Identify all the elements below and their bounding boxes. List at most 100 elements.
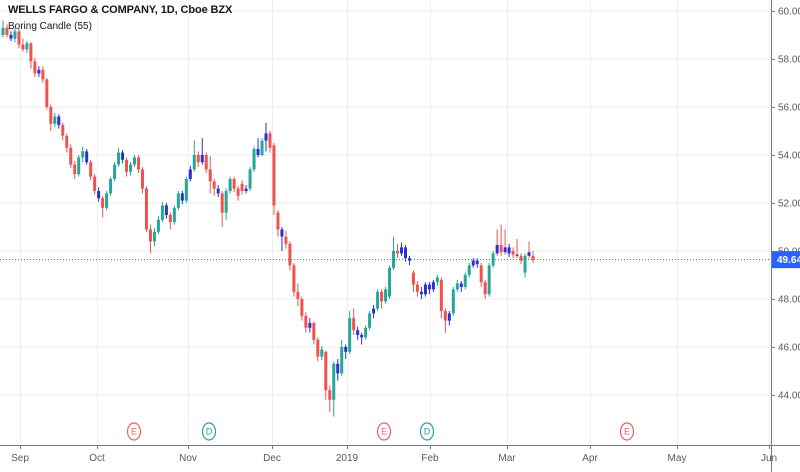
candle-body [121,152,125,160]
symbol-legend: WELLS FARGO & COMPANY, 1D, Cboe BZX Bori… [8,3,232,34]
candle-body [232,179,236,189]
candle-body [372,308,376,314]
candle-body [45,79,49,107]
price-axis-label: 56.00 [778,103,800,114]
price-axis[interactable] [771,0,800,472]
candle-body [73,164,77,175]
candle-body [523,255,527,273]
time-axis-label: Jun [761,453,777,464]
candle-body [479,265,483,283]
candle-body [439,279,443,311]
candle-body [276,212,280,230]
candle-body [455,283,459,290]
candle-body [320,349,324,357]
candle-body [172,207,176,223]
event-marker-letter: D [424,427,431,437]
candle-body [85,151,89,163]
earnings-marker-icon[interactable] [126,422,142,441]
candle-body [403,247,407,259]
candle-body [364,327,368,338]
candle-body [252,149,256,170]
candle-body [527,252,531,256]
candle-body [136,157,140,170]
candle-body [129,164,133,172]
candle-body [93,176,97,191]
candle-body [352,318,356,331]
candle-body [435,277,439,283]
candle-body [336,363,340,374]
candle-body [13,31,17,39]
candle-body [220,193,224,213]
candle-body [431,282,435,290]
price-axis-label: 44.00 [778,391,800,402]
candle-body [300,299,304,316]
candle-body [61,125,65,136]
candle-body [268,133,272,148]
candle-body [272,145,276,206]
candle-body [224,191,228,213]
candle-body [332,363,336,400]
earnings-marker-icon[interactable] [376,422,392,441]
candle-body [451,289,455,314]
time-axis[interactable] [0,445,771,472]
candle-body [69,147,73,165]
candle-body [515,254,519,256]
symbol-title[interactable]: WELLS FARGO & COMPANY, 1D, Cboe BZX [8,4,233,16]
candle-body [97,191,101,199]
price-axis-label: 60.00 [778,7,800,18]
candle-body [316,339,320,357]
candle-body [284,236,288,244]
candle-body [368,313,372,328]
candle-body [467,265,471,275]
candle-body [200,155,204,163]
indicator-label[interactable]: Boring Candle (55) [8,21,92,32]
candle-body [312,323,316,340]
candle-body [57,116,61,125]
candle-body [176,193,180,208]
candle-body [260,140,264,155]
candle-body [53,116,57,124]
candle-body [228,179,232,191]
earnings-marker-icon[interactable] [619,422,635,441]
candle-body [531,255,535,260]
candle-body [216,188,220,194]
candle-body [212,181,216,189]
candle-body [25,43,29,50]
candle-body [423,284,427,295]
dividend-marker-icon[interactable] [201,422,217,441]
candle-body [292,265,296,292]
candle-body [507,247,511,254]
candle-body [133,157,137,165]
time-axis-label: Dec [263,453,281,464]
candle-body [240,183,244,191]
last-price-badge-label: 49.64 [777,255,800,266]
candle-body [376,291,380,309]
event-marker-letter: E [381,427,387,437]
dividend-marker-icon[interactable] [419,422,435,441]
candle-body [356,330,360,335]
candle-body [280,229,284,237]
candle-body [475,260,479,265]
candle-body [65,135,69,148]
candle-body [471,260,475,266]
candle-body [140,169,144,189]
candle-body [89,162,93,177]
candle-body [308,323,312,328]
candle-body [184,179,188,201]
candle-body [208,169,212,182]
chart-pane[interactable] [0,0,771,445]
candle-body [148,229,152,242]
candle-body [511,251,515,255]
price-axis-label: 48.00 [778,295,800,306]
candle-body [344,347,348,352]
candle-body [204,155,208,170]
candle-body [400,247,403,254]
event-marker-letter: E [624,427,630,437]
candle-body [499,245,503,253]
candle-body [1,27,5,35]
candle-body [396,251,400,254]
candle-body [495,245,499,254]
time-axis-label: Feb [421,453,439,464]
